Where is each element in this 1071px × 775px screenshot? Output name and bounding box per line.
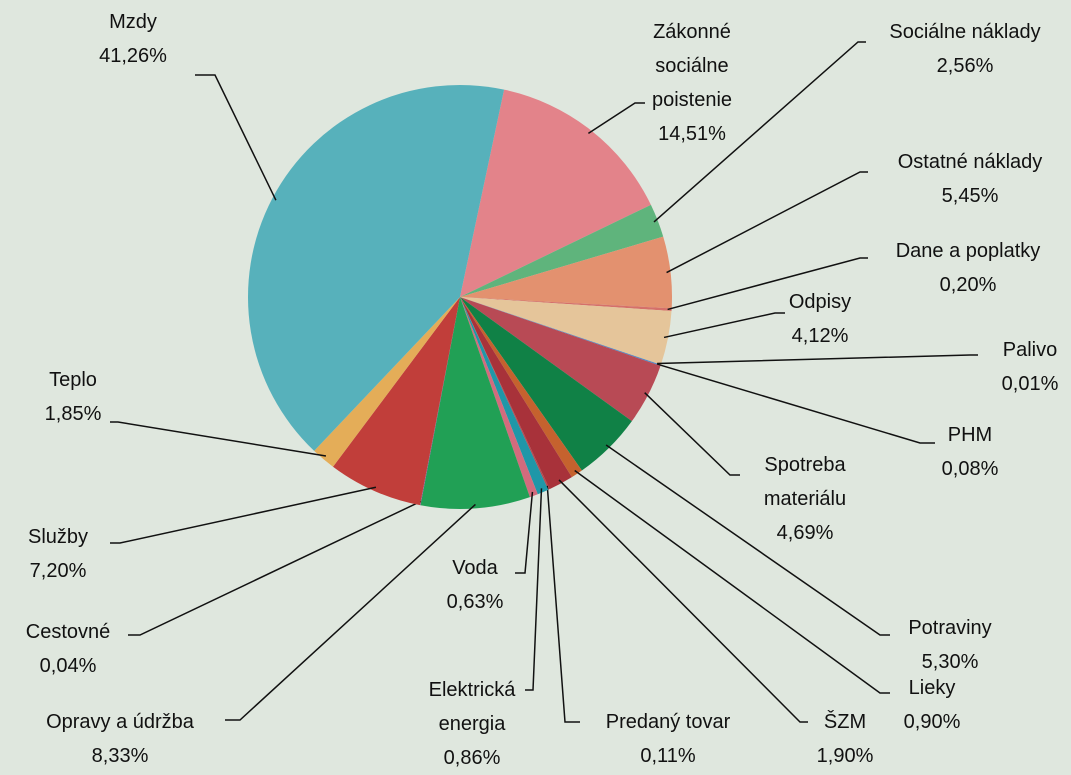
leader-line — [110, 421, 327, 457]
pie-slice — [460, 297, 550, 490]
category-label: Ostatné náklady — [897, 151, 1043, 173]
category-label: Predaný tovar — [605, 711, 731, 733]
pie-slice — [460, 204, 664, 297]
value-label: 4,69% — [776, 522, 834, 544]
category-label: Teplo — [49, 369, 97, 391]
pie-slice — [460, 297, 672, 365]
value-label: 0,11% — [640, 745, 696, 767]
value-label: 1,85% — [44, 403, 102, 425]
leader-line — [663, 312, 785, 339]
category-label: Mzdy — [109, 11, 157, 33]
category-label: Služby — [27, 526, 89, 548]
data-label: Predaný tovar 0,11% — [568, 705, 768, 773]
data-label: Sociálne náklady 2,56% — [845, 15, 1071, 83]
category-label: Cestovné — [25, 621, 111, 643]
leader-line — [657, 354, 978, 365]
category-label: Odpisy — [788, 291, 852, 313]
category-label: Lieky — [908, 677, 956, 699]
data-label: Cestovné 0,04% — [3, 615, 133, 683]
category-label: Opravy a údržba — [46, 711, 194, 733]
data-label: Lieky 0,90% — [882, 671, 982, 739]
data-label: Mzdy 41,26% — [63, 5, 203, 73]
pie-slice — [460, 297, 661, 422]
category-label: Palivo — [1002, 339, 1058, 361]
category-label: ŠZM — [823, 711, 867, 733]
category-label: Potraviny — [908, 617, 992, 639]
leader-line — [574, 469, 890, 694]
value-label: 8,33% — [91, 745, 149, 767]
leader-line — [644, 392, 740, 476]
data-label: Voda 0,63% — [425, 551, 525, 619]
value-label: 4,12% — [791, 325, 849, 347]
pie-slice — [419, 297, 460, 506]
data-label: Opravy a údržba 8,33% — [5, 705, 235, 773]
data-label: Dane a poplatky 0,20% — [848, 234, 1071, 302]
leader-line — [666, 171, 868, 274]
category-label: Zákonné sociálne poistenie — [651, 21, 733, 111]
data-label: Teplo 1,85% — [18, 363, 128, 431]
leader-line — [667, 257, 868, 311]
pie-slice — [420, 297, 530, 509]
value-label: 2,56% — [936, 55, 994, 77]
value-label: 0,01% — [1001, 373, 1059, 395]
value-label: 5,45% — [941, 185, 999, 207]
value-label: 5,30% — [921, 651, 979, 673]
leader-line — [546, 485, 580, 723]
leader-line — [195, 74, 277, 201]
pie-slice — [460, 89, 651, 297]
data-label: ŠZM 1,90% — [795, 705, 895, 773]
value-label: 0,86% — [443, 747, 501, 769]
category-label: Spotreba materiálu — [763, 454, 847, 510]
leader-line — [656, 363, 935, 444]
leader-line — [653, 41, 866, 223]
pie-slice — [314, 297, 460, 467]
pie-slice — [460, 236, 673, 309]
category-label: Voda — [452, 557, 498, 579]
data-label: Zákonné sociálne poistenie 14,51% — [632, 15, 752, 151]
pie-slice — [460, 297, 538, 498]
category-label: Dane a poplatky — [895, 240, 1041, 262]
data-label: Ostatné náklady 5,45% — [850, 145, 1071, 213]
value-label: 7,20% — [29, 560, 87, 582]
pie-slice — [460, 297, 582, 478]
value-label: 0,90% — [903, 711, 961, 733]
value-label: 0,63% — [446, 591, 504, 613]
data-label: Služby 7,20% — [3, 520, 113, 588]
data-label: Elektrická energia 0,86% — [412, 673, 532, 775]
leader-line — [128, 500, 422, 636]
value-label: 0,08% — [941, 458, 999, 480]
leader-line — [110, 486, 377, 544]
data-label: PHM 0,08% — [910, 418, 1030, 486]
data-label: Palivo 0,01% — [970, 333, 1071, 401]
pie-slice — [247, 84, 505, 451]
value-label: 14,51% — [658, 123, 726, 145]
data-label: Potraviny 5,30% — [880, 611, 1020, 679]
leader-line — [558, 479, 808, 723]
category-label: PHM — [947, 424, 993, 446]
pie-slice — [460, 297, 549, 495]
leader-line — [515, 491, 534, 574]
category-label: Elektrická energia — [428, 679, 516, 735]
value-label: 1,90% — [816, 745, 874, 767]
leader-line — [587, 102, 645, 134]
pie-slice — [460, 297, 572, 490]
pie-slice — [460, 297, 632, 471]
data-label: Odpisy 4,12% — [760, 285, 880, 353]
leader-line — [225, 503, 476, 721]
category-label: Sociálne náklady — [889, 21, 1041, 43]
pie-slice — [332, 297, 460, 506]
data-label: Spotreba materiálu 4,69% — [750, 448, 860, 550]
pie-slice — [460, 297, 661, 366]
leader-line — [605, 444, 890, 636]
value-label: 0,20% — [939, 274, 997, 296]
leader-line — [525, 488, 543, 691]
value-label: 0,04% — [39, 655, 97, 677]
pie-slice — [460, 297, 661, 365]
pie-slice — [460, 297, 672, 312]
value-label: 41,26% — [99, 45, 167, 67]
